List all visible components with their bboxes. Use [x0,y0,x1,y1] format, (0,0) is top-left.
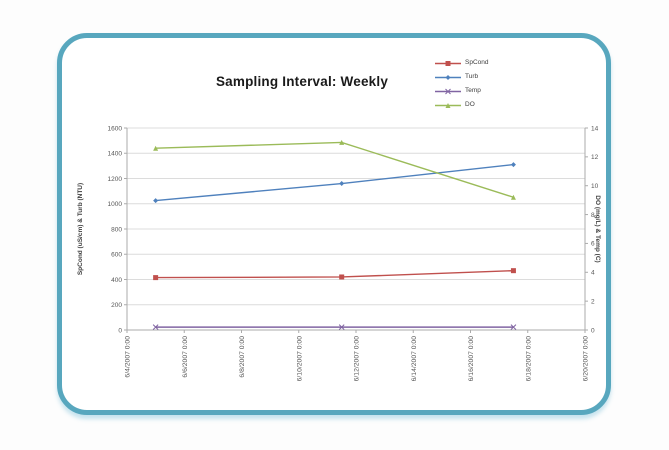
left-tick-label: 800 [111,226,122,233]
right-tick-label: 8 [591,212,595,219]
legend-label-temp: Temp [465,86,481,94]
chart-root: 0 200 400 600 800 1000 1200 1400 1600 0 2 4 6 8 10 12 14… [108,125,599,381]
right-tick-label: 0 [591,327,595,334]
left-tick-label: 1600 [108,125,123,132]
right-tick-label: 2 [591,298,595,305]
legend-item-do: DO [435,100,489,110]
legend-label-turb: Turb [465,72,479,80]
right-tick-label: 10 [591,183,599,190]
chart-plot: 0 200 400 600 800 1000 1200 1400 1600 0 2 4 6 8 10 12 14… [77,125,601,381]
x-tick-label: 6/4/2007 0:00 [125,336,132,378]
legend-marker-do [445,102,451,108]
chart-card: Sampling Interval: Weekly SpCond Turb Temp… [57,33,611,415]
chart-title: Sampling Interval: Weekly [215,74,389,89]
square-marker-spcond [153,275,159,281]
legend-item-spcond: SpCond [435,58,489,68]
legend-sample-do [435,102,461,108]
x-tick-label: 6/14/2007 0:00 [411,336,418,382]
x-tick-label: 6/16/2007 0:00 [468,336,475,382]
chart-legend: SpCond Turb Temp DO [435,58,489,110]
triangle-marker-do [339,139,345,145]
gridlines [127,127,585,331]
diamond-marker-turb [510,162,516,168]
left-tick-label: 1000 [108,201,123,208]
legend-marker-spcond [445,60,451,66]
series-line-turb [155,163,514,202]
left-tick-label: 600 [111,252,122,259]
diamond-marker-turb [339,181,345,187]
legend-sample-temp [435,88,461,94]
left-tick-label: 400 [111,277,122,284]
right-tick-label: 12 [591,154,599,161]
legend-label-do: DO [465,100,475,108]
left-tick-label: 200 [111,302,122,309]
square-marker-spcond [510,268,516,274]
legend-label-spcond: SpCond [465,58,489,66]
x-tick-label: 6/12/2007 0:00 [354,336,361,382]
triangle-marker-do [153,145,159,151]
legend-item-turb: Turb [435,72,489,82]
x-tick-label: 6/8/2007 0:00 [239,336,246,378]
right-axis-title: DO (mg/L) & Temp (C) [594,195,601,262]
series-temp [152,324,517,330]
tick-labels: 0 200 400 600 800 1000 1200 1400 1600 0 2 4 6 8 10 12 14… [108,125,599,381]
legend-marker-turb [445,74,451,80]
legend-marker-temp [445,88,451,94]
series-line-spcond [155,269,514,279]
x-tick-label: 6/18/2007 0:00 [525,336,532,382]
legend-item-temp: Temp [435,86,489,96]
left-axis-title: SpCond (uS/cm) & Turb (NTU) [77,183,84,275]
left-tick-label: 1400 [108,151,123,158]
legend-sample-spcond [435,60,461,66]
series-spcond [153,268,516,281]
left-tick-label: 0 [118,327,122,334]
x-marker-temp [510,324,517,330]
right-tick-label: 4 [591,270,595,277]
legend-sample-turb [435,74,461,80]
right-tick-label: 14 [591,125,599,132]
right-tick-label: 6 [591,241,595,248]
axes [124,127,588,333]
diamond-marker-turb [153,198,159,204]
x-tick-label: 6/10/2007 0:00 [296,336,303,382]
x-tick-label: 6/20/2007 0:00 [583,336,590,382]
x-marker-temp [338,324,345,330]
triangle-marker-do [510,194,516,200]
series-turb [153,162,516,204]
left-tick-label: 1200 [108,176,123,183]
x-marker-temp [152,324,159,330]
x-tick-label: 6/6/2007 0:00 [182,336,189,378]
series-do [153,139,516,200]
square-marker-spcond [339,274,345,280]
